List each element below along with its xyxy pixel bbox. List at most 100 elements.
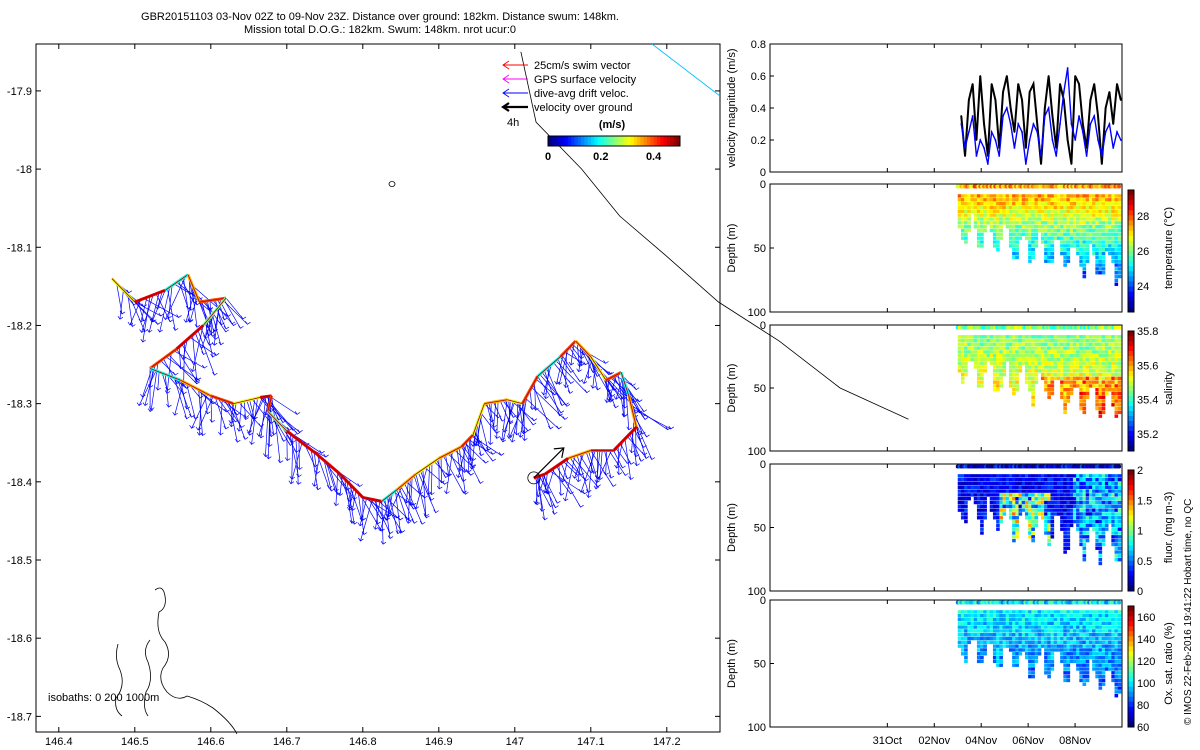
profile-cell bbox=[1060, 481, 1064, 486]
profile-cell bbox=[989, 335, 994, 339]
drift-vector-head bbox=[583, 361, 589, 366]
profile-cell bbox=[1056, 353, 1061, 358]
drift-vector bbox=[549, 470, 585, 495]
colorbar-swatch bbox=[554, 136, 559, 146]
profile-cell bbox=[1060, 391, 1064, 396]
profile-cell bbox=[1111, 346, 1115, 350]
drift-vector-head bbox=[139, 329, 145, 333]
drift-vector-head bbox=[533, 500, 539, 505]
profile-cell bbox=[1082, 633, 1087, 637]
profile-cell bbox=[1031, 244, 1035, 248]
profile-cell bbox=[1031, 201, 1035, 206]
profile-cell bbox=[986, 621, 991, 625]
profile-cell bbox=[1015, 625, 1019, 629]
profile-cell bbox=[1088, 221, 1093, 225]
drift-vector bbox=[316, 454, 330, 489]
profile-cell bbox=[957, 497, 962, 501]
colorbar-swatch bbox=[1128, 611, 1134, 617]
profile-cell bbox=[1104, 365, 1109, 369]
profile-cell bbox=[999, 357, 1003, 362]
depth-tick-label: 50 bbox=[754, 243, 766, 255]
profile-cell bbox=[1008, 610, 1013, 614]
profile-cell bbox=[1066, 221, 1071, 225]
profile-cell bbox=[1085, 621, 1090, 625]
profile-cell bbox=[1066, 346, 1071, 350]
profile-cell bbox=[1079, 251, 1083, 256]
profile-cell bbox=[1024, 485, 1029, 489]
profile-cell bbox=[1117, 209, 1122, 213]
velocity-point bbox=[1108, 123, 1111, 125]
drift-vector bbox=[387, 493, 393, 518]
profile-cell bbox=[1108, 251, 1112, 256]
drift-vector bbox=[572, 456, 598, 487]
profile-cell bbox=[1056, 613, 1061, 618]
profile-cell bbox=[1063, 625, 1067, 629]
profile-cell bbox=[976, 621, 981, 625]
profile-cell bbox=[1095, 527, 1099, 531]
profile-cell bbox=[1031, 221, 1035, 225]
drift-vector bbox=[352, 490, 357, 511]
profile-cell bbox=[1047, 538, 1051, 543]
velocity-point bbox=[1089, 99, 1092, 101]
colorbar-swatch bbox=[1128, 616, 1134, 622]
profile-cell bbox=[1092, 217, 1096, 221]
drift-vector bbox=[631, 417, 635, 453]
profile-cell bbox=[1092, 610, 1096, 614]
profile-cell bbox=[996, 357, 1000, 362]
profile-cell bbox=[992, 633, 997, 637]
profile-cell bbox=[1092, 497, 1096, 501]
drift-vector bbox=[539, 374, 568, 407]
profile-cell bbox=[976, 357, 981, 362]
profile-cell bbox=[1031, 228, 1035, 233]
profile-cell bbox=[1095, 523, 1099, 528]
profile-cell bbox=[1072, 640, 1077, 645]
profile-cell bbox=[967, 481, 971, 486]
drift-vector bbox=[588, 450, 594, 498]
profile-cell bbox=[1082, 244, 1087, 248]
profile-cell bbox=[1082, 613, 1087, 618]
profile-cell bbox=[996, 625, 1000, 629]
profile-cell bbox=[1021, 205, 1026, 210]
colorbar-swatch bbox=[1128, 391, 1134, 397]
profile-cell bbox=[1012, 369, 1016, 373]
colorbar-swatch bbox=[1128, 441, 1134, 447]
profile-cell bbox=[1060, 236, 1064, 240]
colorbar-swatch bbox=[1128, 711, 1134, 718]
colorbar-swatch bbox=[1128, 701, 1134, 708]
profile-cell bbox=[989, 504, 994, 509]
profile-cell bbox=[983, 221, 987, 225]
profile-cell bbox=[980, 217, 984, 221]
profile-cell bbox=[1024, 497, 1029, 501]
legend-arrowhead bbox=[502, 88, 510, 98]
profile-cell bbox=[1085, 625, 1090, 629]
drift-vector-head bbox=[228, 423, 235, 428]
profile-cell bbox=[992, 629, 997, 633]
profile-cell bbox=[1066, 353, 1071, 358]
profile-cell bbox=[1111, 508, 1115, 512]
profile-cell bbox=[1053, 485, 1058, 489]
profile-cell bbox=[1063, 369, 1067, 373]
drift-vector-head bbox=[422, 494, 428, 499]
profile-cell bbox=[1037, 350, 1042, 354]
profile-cell bbox=[1063, 671, 1067, 675]
drift-vector bbox=[260, 396, 267, 438]
profile-cell bbox=[996, 519, 1000, 524]
profile-cell bbox=[1037, 205, 1042, 210]
colorbar-tick-label: 0.2 bbox=[593, 151, 608, 163]
profile-cell bbox=[992, 372, 997, 377]
profile-cell bbox=[989, 201, 994, 206]
profile-cell bbox=[1108, 652, 1112, 656]
swim-vector bbox=[590, 356, 607, 381]
profile-cell bbox=[1056, 335, 1061, 339]
profile-cell bbox=[1034, 504, 1039, 509]
profile-cell bbox=[980, 342, 984, 347]
profile-cell bbox=[1117, 338, 1122, 343]
profile-cell bbox=[1098, 481, 1103, 486]
profile-cell bbox=[1031, 523, 1035, 528]
colorbar-swatch bbox=[1128, 351, 1134, 357]
profile-cell bbox=[1098, 338, 1103, 343]
profile-cell bbox=[970, 474, 975, 478]
profile-cell bbox=[1060, 516, 1064, 520]
profile-cell bbox=[996, 361, 1000, 365]
drift-vector-head bbox=[209, 329, 215, 334]
